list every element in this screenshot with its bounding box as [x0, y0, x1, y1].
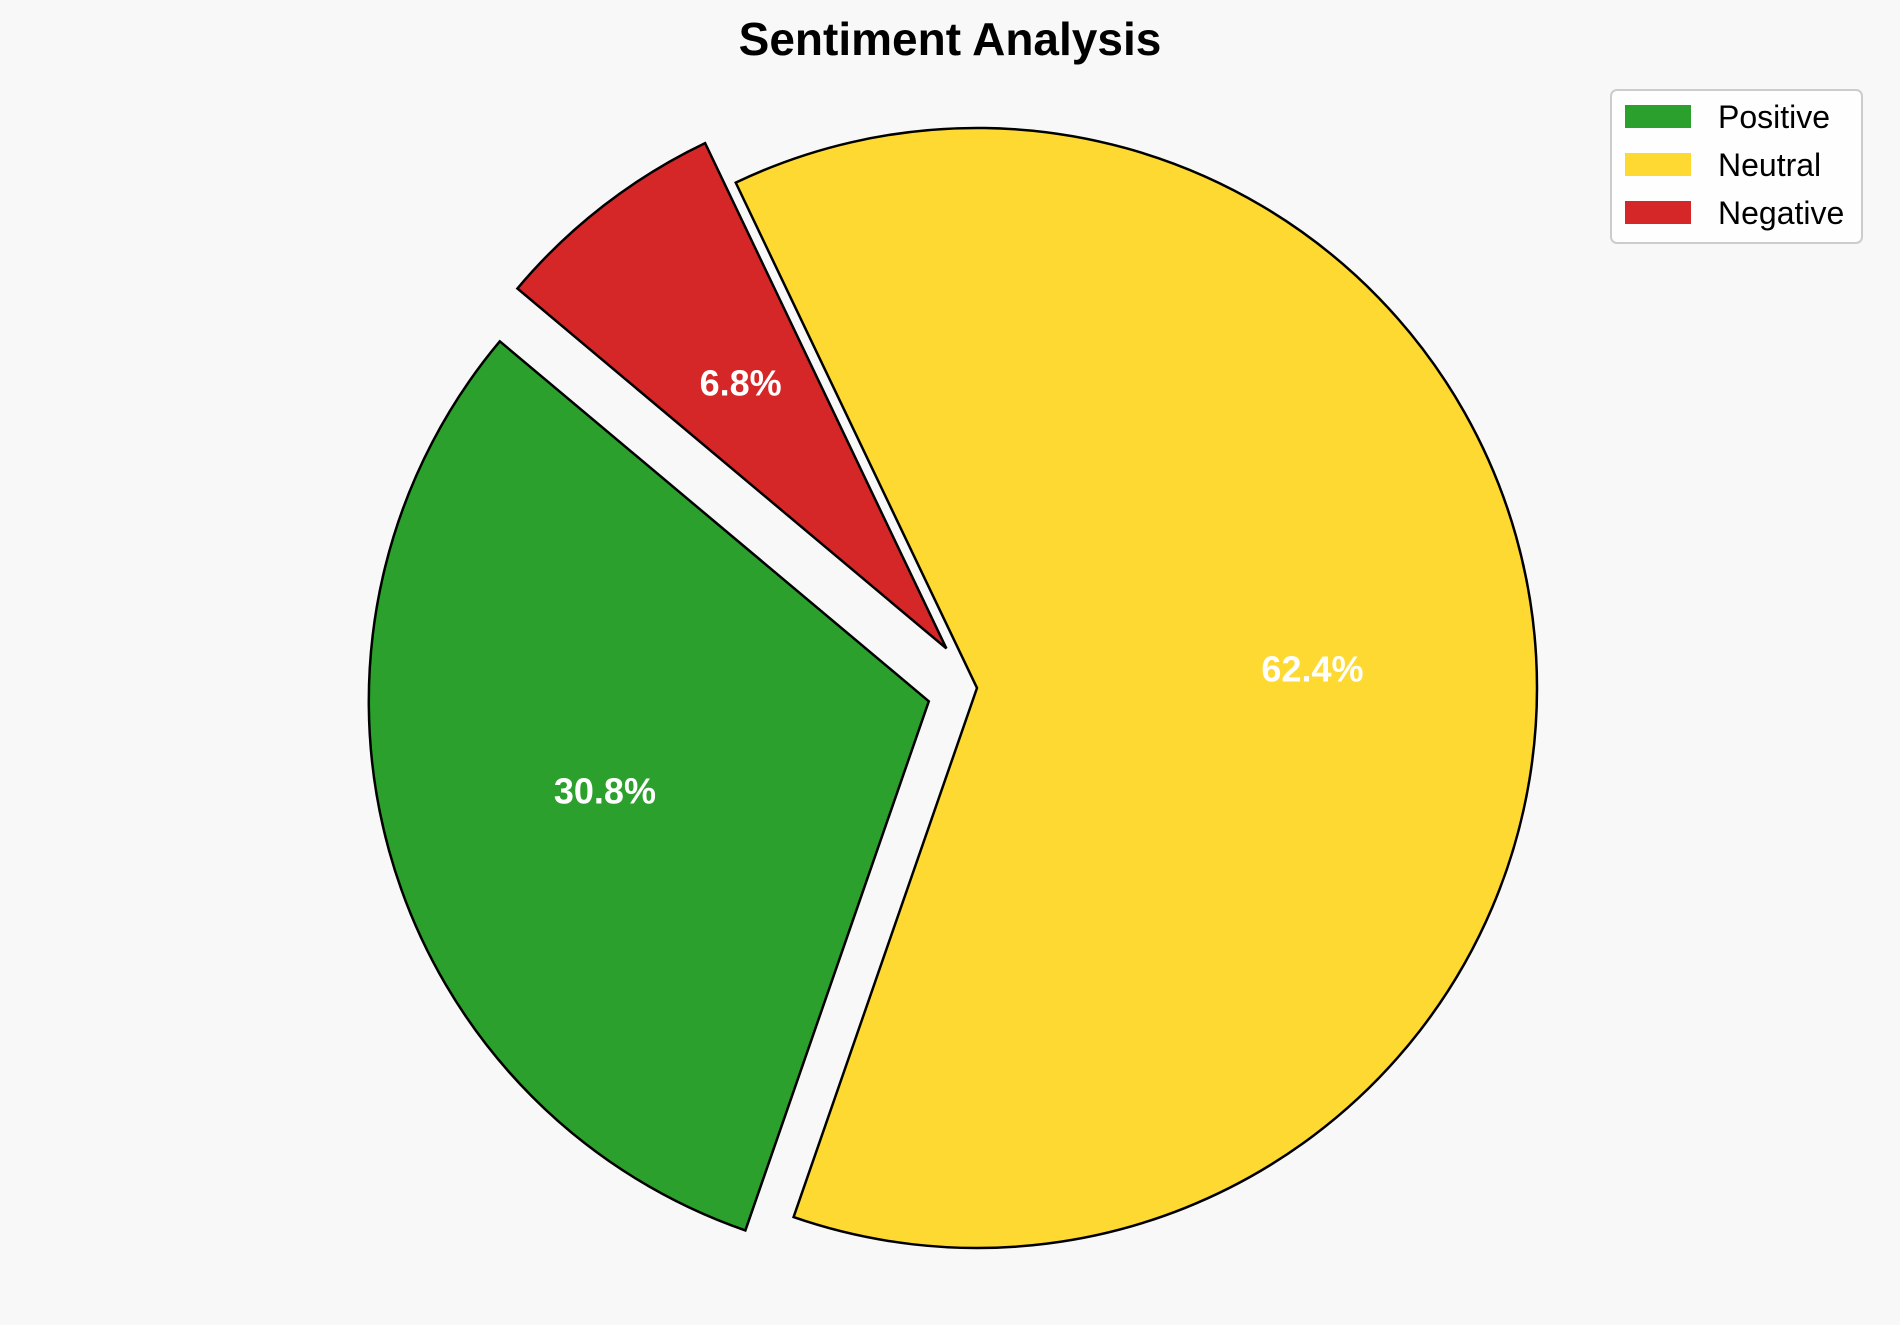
- pie-slice-neutral: [734, 126, 1539, 1250]
- legend-label-negative: Negative: [1718, 195, 1844, 231]
- chart-title: Sentiment Analysis: [739, 13, 1162, 65]
- data-label-positive: 30.8%: [554, 770, 656, 811]
- legend-swatch-negative: [1625, 201, 1691, 224]
- legend-label-positive: Positive: [1718, 99, 1830, 135]
- legend-swatch-neutral: [1625, 153, 1691, 176]
- data-label-negative: 6.8%: [700, 362, 782, 403]
- legend-label-neutral: Neutral: [1718, 147, 1821, 183]
- legend: Positive Neutral Negative: [1610, 89, 1863, 244]
- pie-slices: [367, 126, 1539, 1250]
- data-label-neutral: 62.4%: [1261, 649, 1363, 690]
- pie-slice-negative: [515, 141, 948, 650]
- pie-slice-positive: [367, 339, 931, 1233]
- legend-swatch-positive: [1625, 105, 1691, 128]
- pie-data-labels: 30.8% 62.4% 6.8%: [554, 362, 1364, 811]
